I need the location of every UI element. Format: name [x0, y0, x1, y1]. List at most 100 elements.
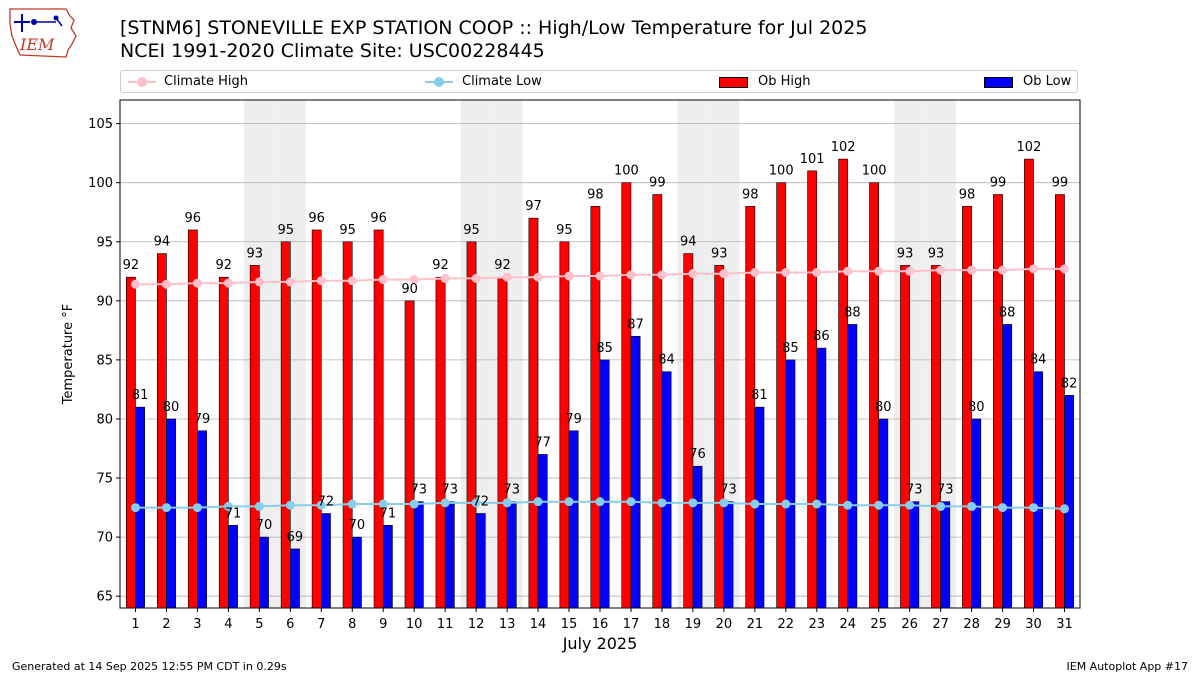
x-tick-label-21: 21	[747, 617, 764, 632]
label-ob-low-17: 87	[627, 317, 644, 332]
app-id: IEM Autoplot App #17	[1066, 660, 1189, 673]
x-tick-label-24: 24	[839, 617, 856, 632]
point-climate-low-23	[812, 499, 822, 509]
label-ob-low-27: 73	[937, 483, 954, 498]
point-climate-low-27	[936, 501, 946, 511]
point-climate-high-11	[440, 273, 450, 283]
y-tick-label-70: 70	[96, 531, 113, 546]
bar-ob-high-21	[745, 206, 756, 609]
label-ob-high-14: 97	[525, 199, 542, 214]
bar-ob-high-12	[466, 241, 477, 609]
label-ob-low-19: 76	[689, 447, 706, 462]
y-tick-label-100: 100	[88, 176, 113, 191]
point-climate-high-17	[626, 270, 636, 280]
x-tick-label-9: 9	[379, 617, 387, 632]
point-climate-low-22	[781, 499, 791, 509]
point-climate-low-8	[347, 499, 357, 509]
x-tick-label-22: 22	[778, 617, 795, 632]
point-climate-high-18	[657, 270, 667, 280]
bar-ob-low-6	[290, 548, 300, 609]
label-ob-low-25: 80	[875, 400, 892, 415]
label-ob-high-28: 98	[959, 187, 976, 202]
label-ob-low-6: 69	[287, 530, 304, 545]
label-ob-low-4: 71	[225, 506, 242, 521]
x-tick-label-29: 29	[994, 617, 1011, 632]
bar-ob-low-7	[320, 513, 331, 609]
point-climate-low-3	[192, 503, 202, 513]
label-ob-high-10: 90	[401, 282, 418, 297]
bar-ob-low-9	[382, 525, 393, 609]
point-climate-low-25	[874, 500, 884, 510]
label-ob-high-27: 93	[928, 246, 945, 261]
point-climate-low-24	[843, 500, 853, 510]
point-climate-high-30	[1029, 264, 1039, 274]
label-ob-low-31: 82	[1061, 376, 1078, 391]
label-ob-low-1: 81	[132, 388, 149, 403]
label-ob-low-10: 73	[411, 483, 428, 498]
label-ob-low-8: 70	[349, 518, 366, 533]
bar-ob-high-23	[807, 170, 818, 609]
x-tick-label-2: 2	[162, 617, 170, 632]
legend-marker-ob-low	[984, 77, 1013, 88]
label-ob-low-30: 84	[1030, 353, 1047, 368]
bar-ob-high-11	[435, 276, 446, 609]
point-climate-high-27	[936, 265, 946, 275]
point-climate-high-14	[533, 272, 543, 282]
point-climate-low-12	[471, 498, 481, 508]
x-tick-label-1: 1	[131, 617, 139, 632]
y-tick-label-105: 105	[88, 117, 113, 132]
point-climate-high-31	[1060, 264, 1070, 274]
label-ob-high-7: 96	[308, 211, 325, 226]
point-climate-high-23	[812, 267, 822, 277]
label-ob-low-21: 81	[751, 388, 768, 403]
bar-ob-high-18	[652, 194, 663, 609]
point-climate-high-24	[843, 266, 853, 276]
bar-ob-low-13	[506, 501, 517, 609]
x-tick-label-3: 3	[193, 617, 201, 632]
x-tick-label-31: 31	[1056, 617, 1073, 632]
x-tick-label-27: 27	[932, 617, 949, 632]
bar-ob-high-20	[714, 265, 725, 609]
point-climate-high-12	[471, 273, 481, 283]
point-climate-low-20	[719, 498, 729, 508]
bar-ob-low-31	[1064, 395, 1075, 609]
label-ob-low-20: 73	[720, 483, 737, 498]
y-tick-label-85: 85	[96, 353, 113, 368]
label-ob-high-6: 95	[277, 223, 294, 238]
y-tick-label-90: 90	[96, 294, 113, 309]
point-climate-high-2	[161, 279, 171, 289]
bar-ob-low-11	[444, 501, 455, 609]
point-climate-high-8	[347, 276, 357, 286]
x-tick-label-17: 17	[623, 617, 640, 632]
bar-ob-low-3	[197, 430, 207, 609]
point-climate-high-1	[130, 279, 140, 289]
label-ob-high-21: 98	[742, 187, 759, 202]
bar-ob-low-12	[475, 513, 486, 609]
label-ob-high-29: 99	[990, 176, 1007, 191]
bar-ob-low-25	[878, 418, 889, 609]
y-tick-label-75: 75	[96, 472, 113, 487]
point-climate-low-7	[316, 500, 326, 510]
label-ob-high-8: 95	[339, 223, 356, 238]
label-ob-high-2: 94	[154, 235, 171, 250]
point-climate-high-22	[781, 267, 791, 277]
point-climate-low-19	[688, 498, 698, 508]
bar-ob-high-22	[776, 182, 787, 609]
label-ob-low-18: 84	[658, 353, 675, 368]
label-ob-low-24: 88	[844, 305, 861, 320]
logo-text: IEM	[19, 35, 55, 54]
bar-ob-low-27	[940, 501, 951, 609]
label-ob-high-22: 100	[769, 164, 794, 179]
point-climate-low-17	[626, 497, 636, 507]
x-tick-label-13: 13	[499, 617, 516, 632]
label-ob-high-20: 93	[711, 246, 728, 261]
point-climate-low-28	[967, 501, 977, 511]
label-ob-low-26: 73	[906, 483, 923, 498]
x-tick-label-16: 16	[592, 617, 609, 632]
bar-ob-high-16	[590, 206, 601, 609]
legend-label-climate-low: Climate Low	[462, 74, 542, 89]
bar-ob-low-15	[568, 430, 579, 609]
label-ob-high-25: 100	[862, 164, 887, 179]
legend-marker-climate-low	[425, 77, 453, 87]
